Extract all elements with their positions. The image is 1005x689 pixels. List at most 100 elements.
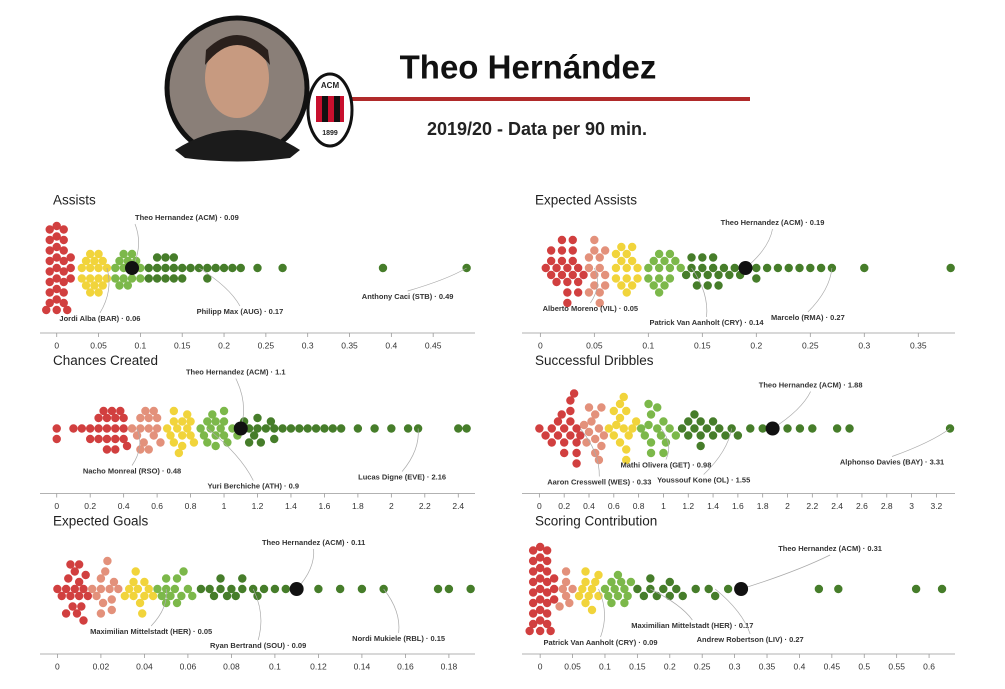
swarm-dot xyxy=(186,263,195,273)
swarm-dot xyxy=(253,424,262,433)
swarm-dot xyxy=(535,424,544,433)
x-tick-label: 0.2 xyxy=(664,661,676,671)
swarm-dot xyxy=(196,424,205,433)
leader-line xyxy=(252,588,262,641)
swarm-dot xyxy=(654,274,664,283)
swarm-dot xyxy=(594,570,603,580)
annotation-label: Nordi Mukiele (RBL) · 0.15 xyxy=(352,634,445,643)
swarm-dot xyxy=(172,574,182,583)
x-tick-label: 2.8 xyxy=(881,501,893,511)
annotation-label: Philipp Max (AUG) · 0.17 xyxy=(197,307,284,316)
leader-line xyxy=(580,428,600,477)
x-tick-label: 0.3 xyxy=(729,661,741,671)
x-tick-label: 0.05 xyxy=(586,340,603,350)
swarm-dot xyxy=(528,567,538,576)
x-tick-label: 0.5 xyxy=(858,661,870,671)
x-tick-label: 0.05 xyxy=(564,661,581,671)
swarm-dot xyxy=(253,413,262,423)
swarm-dot xyxy=(622,274,631,283)
swarm-dot xyxy=(74,560,84,569)
swarm-dot xyxy=(594,455,604,465)
leader-line xyxy=(891,428,951,457)
swarm-dot xyxy=(708,417,718,426)
swarm-dot xyxy=(196,584,206,594)
x-tick-label: 1 xyxy=(661,501,666,511)
swarm-dot xyxy=(85,249,95,259)
swarm-dot xyxy=(546,270,556,280)
x-tick-label: 0.16 xyxy=(397,661,414,671)
swarm-dot xyxy=(557,410,566,419)
swarm-dot xyxy=(528,556,538,566)
x-tick-label: 2 xyxy=(389,501,394,511)
swarm-dot xyxy=(278,263,287,273)
swarm-dot xyxy=(109,577,119,587)
x-tick-label: 0.3 xyxy=(858,340,870,350)
x-tick-label: 0.4 xyxy=(583,501,595,511)
swarm-dot xyxy=(122,441,132,451)
swarm-dot xyxy=(127,274,137,283)
swarm-dot xyxy=(808,424,817,433)
highlight-dot xyxy=(125,261,140,275)
swarm-dot xyxy=(549,595,559,604)
swarm-dot xyxy=(783,424,792,433)
annotation-label: Alberto Moreno (VIL) · 0.05 xyxy=(543,304,638,313)
swarm-dot xyxy=(90,256,99,266)
swarm-dot xyxy=(77,602,86,611)
swarm-dot xyxy=(102,445,112,454)
swarm-dot xyxy=(574,591,584,601)
x-tick-label: 3 xyxy=(909,501,914,511)
swarm-dot xyxy=(238,584,247,594)
swarm-dot xyxy=(59,288,68,297)
swarm-dot xyxy=(45,235,54,245)
x-tick-label: 0.35 xyxy=(341,340,358,350)
swarm-dot xyxy=(166,591,175,601)
swarm-dot xyxy=(172,424,182,433)
x-tick-label: 0.8 xyxy=(185,501,197,511)
x-tick-label: 0.2 xyxy=(750,340,762,350)
swarm-dot xyxy=(85,424,95,433)
swarm-dot xyxy=(211,263,220,273)
swarm-dot xyxy=(52,274,61,283)
swarm-dot xyxy=(81,281,91,290)
swarm-dot xyxy=(314,584,323,594)
swarm-dot xyxy=(702,424,712,433)
swarm-dot xyxy=(681,270,691,280)
swarm-dot xyxy=(552,263,561,273)
swarm-dot xyxy=(203,417,212,426)
swarm-dot xyxy=(568,584,577,594)
leader-line xyxy=(740,554,831,590)
swarm-dot xyxy=(45,298,54,308)
swarm-dot xyxy=(525,626,534,636)
swarm-dot xyxy=(624,431,633,440)
swarm-dot xyxy=(595,263,604,273)
annotation-label: Theo Hernandez (ACM) · 1.88 xyxy=(759,380,863,389)
swarm-dot xyxy=(403,424,413,433)
swarm-dot xyxy=(568,270,577,280)
x-tick-label: 3.2 xyxy=(930,501,942,511)
swarm-dot xyxy=(88,584,97,594)
swarm-dot xyxy=(572,424,581,433)
swarm-dot xyxy=(611,274,621,283)
swarm-dot xyxy=(219,263,229,273)
swarm-dot xyxy=(644,274,653,283)
swarm-dot xyxy=(549,574,559,583)
swarm-dot xyxy=(677,424,687,433)
swarm-dot xyxy=(725,270,734,280)
swarm-dot xyxy=(59,256,68,266)
swarm-dot xyxy=(708,263,718,273)
x-tick-label: 1.4 xyxy=(285,501,297,511)
swarm-dot xyxy=(111,424,120,433)
x-tick-label: 0.25 xyxy=(258,340,275,350)
swarm-dot xyxy=(816,263,826,273)
swarm-dot xyxy=(572,459,581,468)
swarm-dot xyxy=(45,267,54,276)
swarm-dot xyxy=(542,577,552,587)
swarm-dot xyxy=(335,584,345,594)
swarm-dot xyxy=(584,427,594,437)
swarm-dot xyxy=(59,235,68,245)
annotation-label: Maximilian Mittelstadt (HER) · 0.05 xyxy=(90,627,212,636)
swarm-dot xyxy=(563,277,572,287)
player-shirt xyxy=(175,130,300,162)
swarm-dot xyxy=(140,591,149,601)
swarm-dot xyxy=(542,556,552,566)
